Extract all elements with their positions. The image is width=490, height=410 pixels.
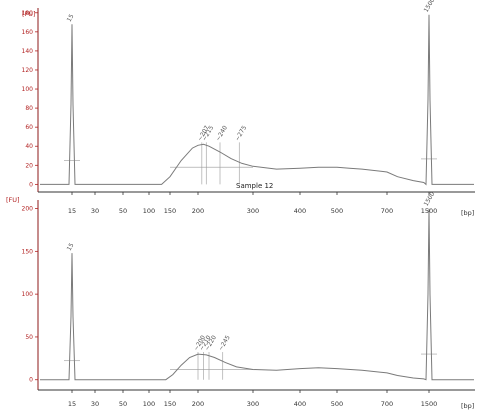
x-tick-label: 200 [192, 400, 204, 408]
y-tick-label: 200 [22, 206, 34, 213]
y-unit-label: [FU] [22, 10, 36, 18]
sample-peak-label: ~275 [234, 124, 248, 142]
x-tick-label: 150 [164, 400, 176, 408]
x-tick-label: 1500 [421, 400, 438, 408]
x-tick-label: 30 [91, 207, 99, 215]
x-tick-label: 150 [164, 207, 176, 215]
y-tick-label: 160 [22, 29, 34, 36]
sample-caption: Sample 12 [236, 182, 273, 190]
x-unit-label: [bp] [461, 402, 474, 410]
x-tick-label: 15 [68, 400, 76, 408]
x-tick-label: 100 [143, 400, 155, 408]
y-axis-ticks: 0 20 40 60 80 100 120 140 160 180 [22, 10, 38, 188]
x-tick-label: 400 [294, 207, 306, 215]
y-axis-ticks: 0 50 100 150 200 [22, 206, 38, 384]
x-tick-label: 500 [331, 207, 343, 215]
x-tick-label: 50 [119, 400, 127, 408]
y-tick-label: 50 [25, 334, 33, 341]
y-tick-label: 80 [25, 105, 33, 112]
x-tick-label: 500 [331, 400, 343, 408]
electropherogram-bottom: [FU] [bp] 0 50 100 150 200 15 30 50 100 150 200 30… [6, 191, 475, 410]
marker-peak-label: 15 [66, 242, 76, 252]
y-tick-label: 0 [29, 181, 33, 188]
x-unit-label: [bp] [461, 209, 474, 217]
y-tick-label: 40 [25, 143, 33, 150]
trace-line [40, 208, 474, 381]
x-tick-label: 400 [294, 400, 306, 408]
x-tick-label: 30 [91, 400, 99, 408]
x-tick-label: 300 [247, 207, 259, 215]
x-tick-label: 700 [381, 400, 393, 408]
marker-peak-label: 1500 [423, 191, 437, 208]
y-tick-label: 100 [22, 291, 34, 298]
x-axis-ticks: 15 30 50 100 150 200 300 400 500 700 1500 [68, 192, 437, 215]
y-tick-label: 180 [22, 10, 34, 17]
electropherogram-top: [FU] [bp] 0 20 40 60 80 100 120 140 160 180 15 30 5… [22, 0, 475, 217]
y-tick-label: 140 [22, 48, 34, 55]
x-tick-label: 15 [68, 207, 76, 215]
trace-line [40, 14, 474, 186]
x-axis-ticks: 15 30 50 100 150 200 300 400 500 700 1500 [68, 390, 437, 408]
x-tick-label: 700 [381, 207, 393, 215]
sample-peak-label: ~240 [215, 124, 229, 142]
y-tick-label: 150 [22, 248, 34, 255]
y-tick-label: 120 [22, 67, 34, 74]
y-tick-label: 60 [25, 124, 33, 131]
y-tick-label: 20 [25, 162, 33, 169]
sample-peak-label: ~245 [217, 334, 231, 352]
x-tick-label: 200 [192, 207, 204, 215]
marker-peak-label: 1500 [423, 0, 437, 14]
y-tick-label: 100 [22, 86, 34, 93]
y-unit-label: [FU] [6, 196, 20, 204]
marker-peak-label: 15 [66, 13, 76, 23]
x-tick-label: 100 [143, 207, 155, 215]
x-tick-label: 50 [119, 207, 127, 215]
x-tick-label: 300 [247, 400, 259, 408]
y-tick-label: 0 [29, 377, 33, 384]
